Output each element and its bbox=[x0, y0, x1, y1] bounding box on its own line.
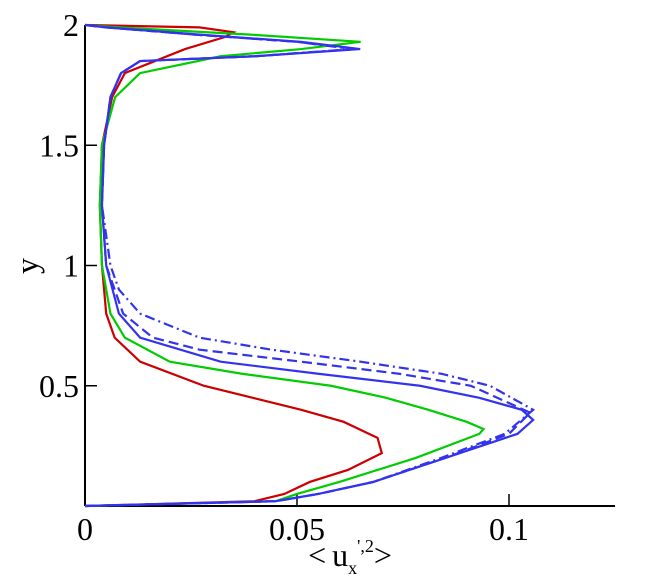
x-label-sup: ',2 bbox=[357, 536, 374, 556]
y-axis-label: y bbox=[8, 258, 44, 274]
series-line bbox=[84, 23, 384, 508]
y-tick-label: 1 bbox=[63, 248, 79, 284]
series-line bbox=[84, 23, 486, 508]
series-line bbox=[84, 23, 533, 508]
x-tick-label: 0 bbox=[77, 511, 93, 547]
series-line bbox=[84, 23, 535, 508]
x-tick-label: 0.05 bbox=[269, 511, 325, 547]
y-tick-label: 0.5 bbox=[39, 368, 79, 404]
series-line bbox=[84, 23, 536, 508]
x-label-base: u bbox=[332, 537, 348, 573]
x-label-open: < bbox=[308, 537, 326, 573]
x-label-close: > bbox=[374, 537, 392, 573]
x-tick-label: 0.1 bbox=[489, 511, 529, 547]
x-axis-label: < ux',2> bbox=[308, 536, 392, 578]
y-tick-label: 2 bbox=[63, 7, 79, 43]
x-label-sub: x bbox=[348, 558, 357, 578]
y-tick-label: 1.5 bbox=[39, 127, 79, 163]
